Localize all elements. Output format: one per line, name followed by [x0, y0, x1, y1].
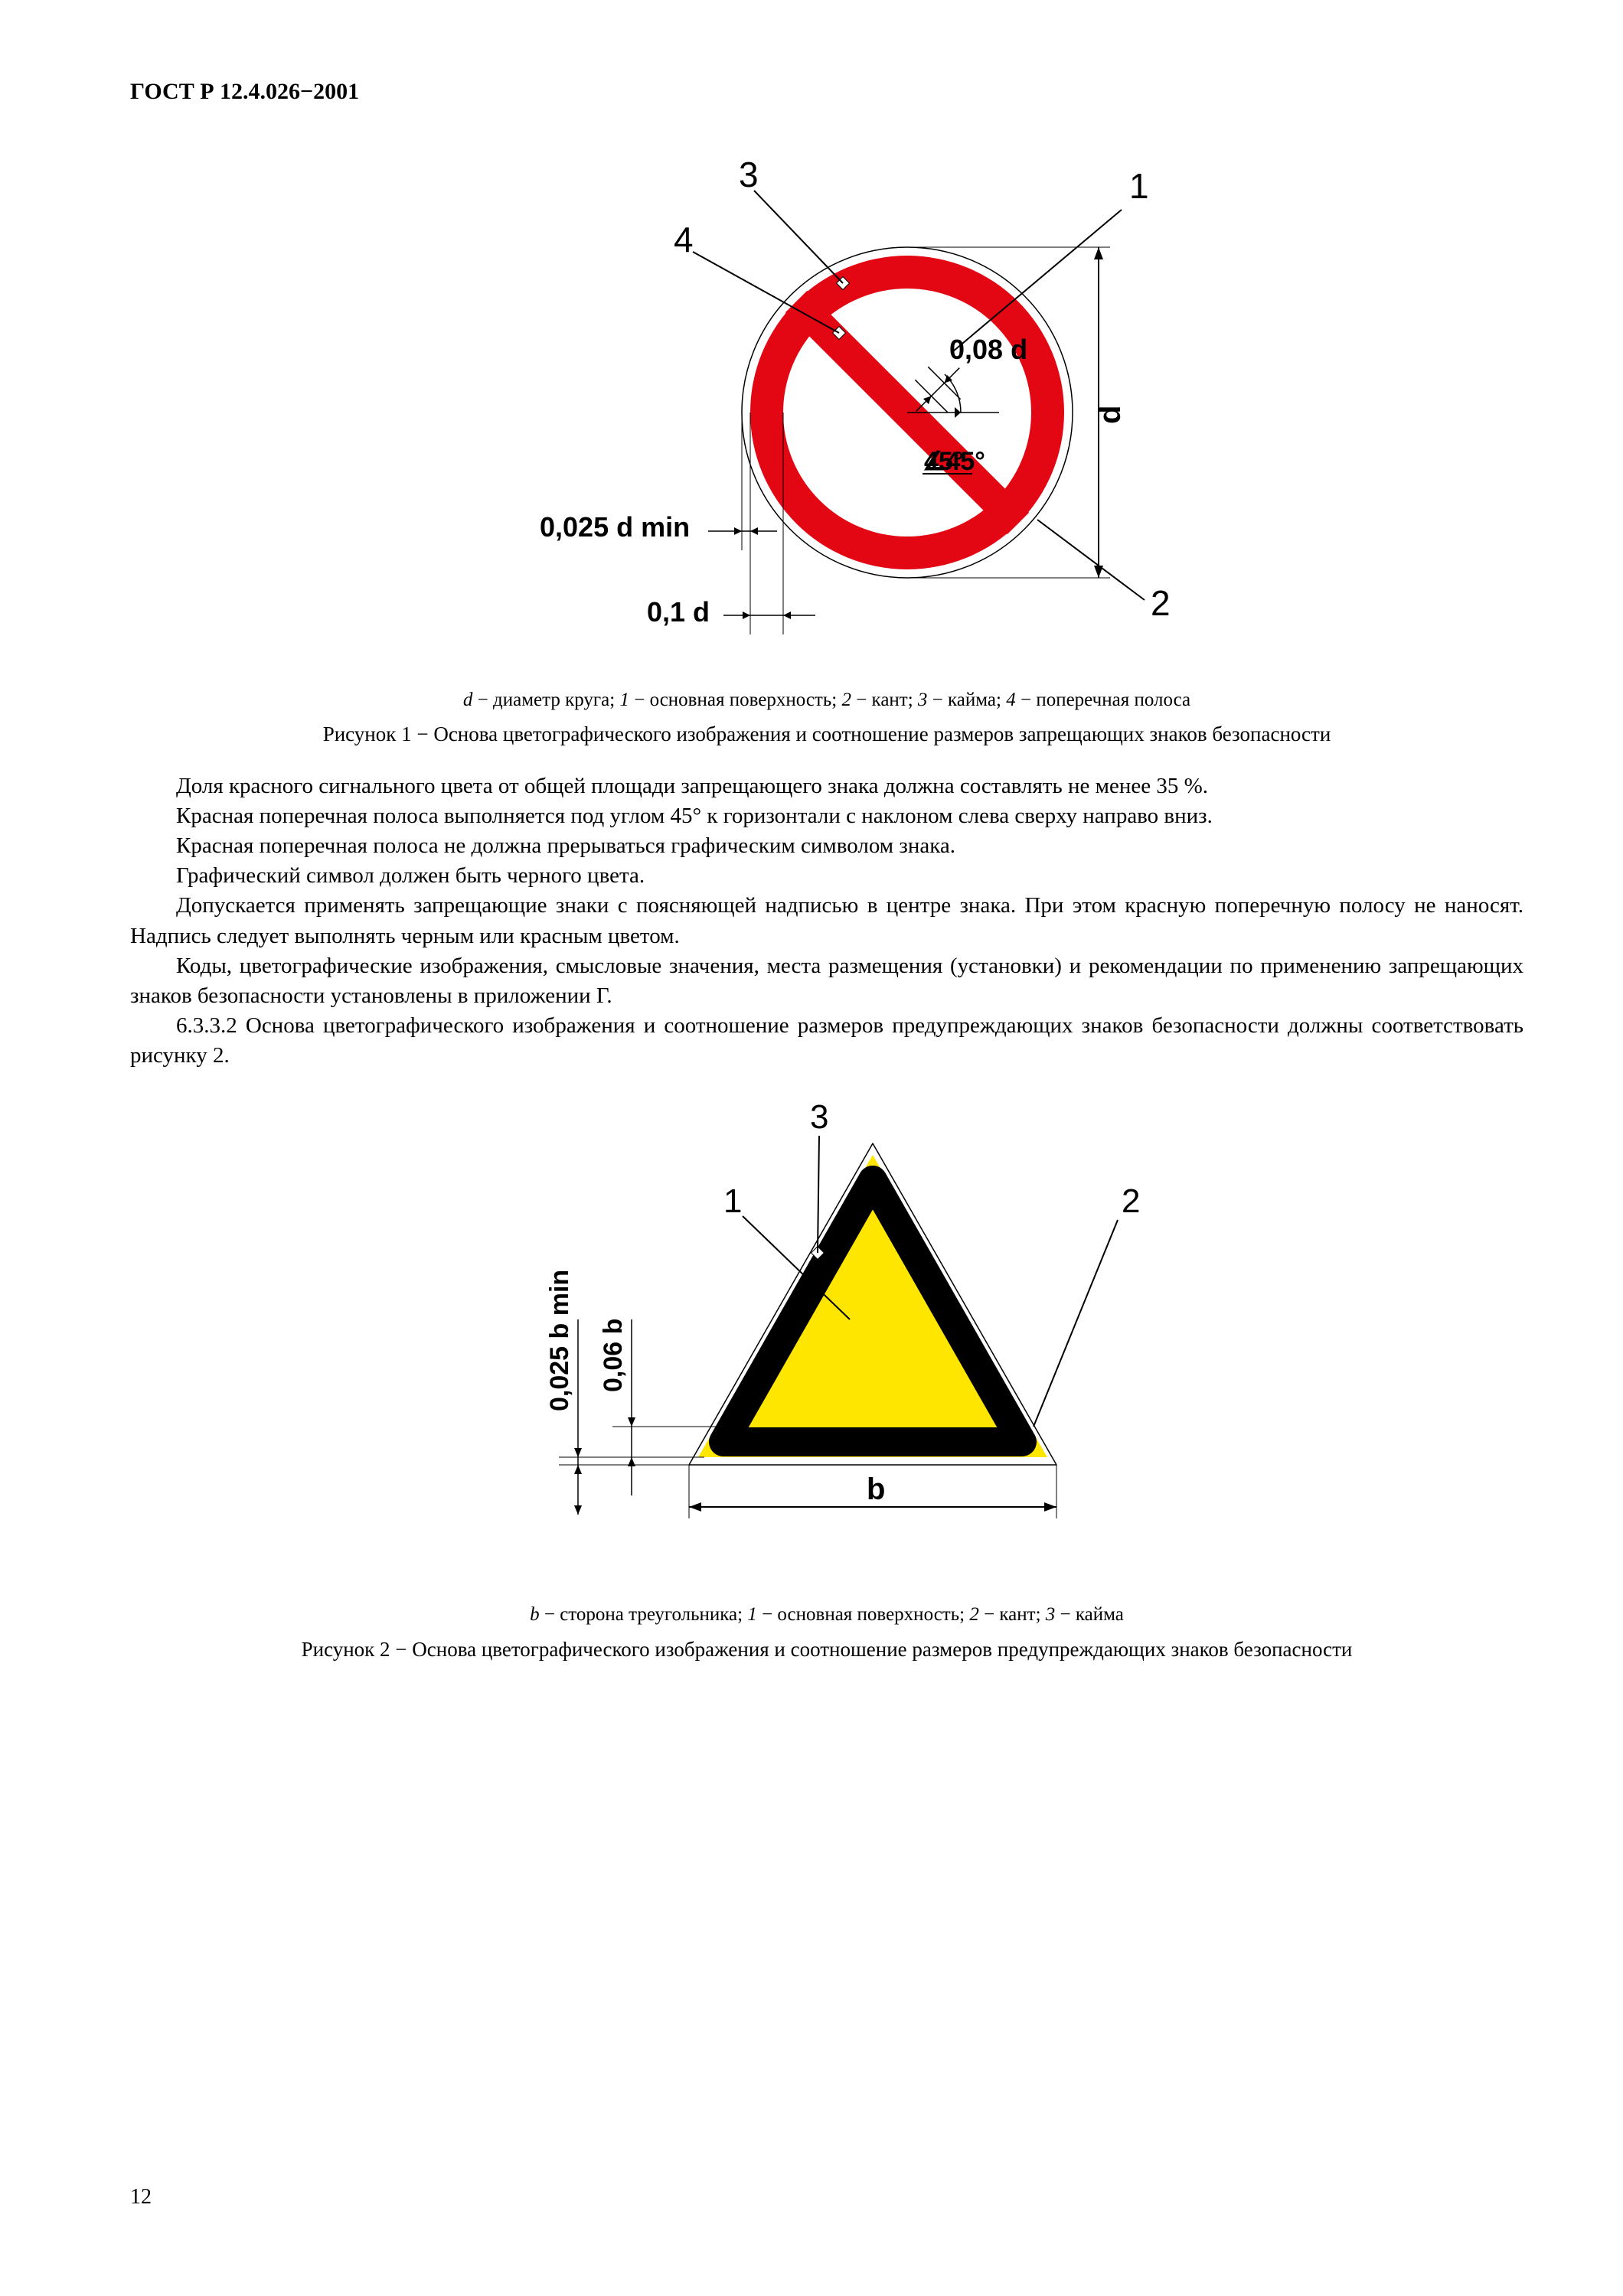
- figure-2-caption: Рисунок 2 − Основа цветографического изо…: [130, 1636, 1523, 1663]
- warning-sign-diagram: 3 1 2 b 0,06 b 0,025 b min: [444, 1090, 1210, 1580]
- dim-band: 0,06 b: [599, 1319, 628, 1392]
- callout-3: 3: [739, 155, 759, 194]
- figure-2-legend: b − сторона треугольника; 1 − основная п…: [130, 1602, 1523, 1628]
- figure-2: 3 1 2 b 0,06 b 0,025 b min: [130, 1090, 1523, 1588]
- dim-ring: 0,1 d: [647, 596, 710, 628]
- angle-label: 45°: [924, 447, 963, 476]
- figure-1: 1 2 3 4 0,08 d ∠45° 45°: [130, 145, 1523, 673]
- figure-1-caption: Рисунок 1 − Основа цветографического изо…: [130, 720, 1523, 748]
- callout-4: 4: [674, 220, 694, 259]
- dim-bar-thickness: 0,08 d: [949, 334, 1027, 365]
- callout-1: 1: [1129, 166, 1149, 206]
- callout-2: 2: [1151, 583, 1171, 623]
- dim-d: d: [1093, 405, 1127, 423]
- para-4: Графический символ должен быть черного ц…: [130, 861, 1523, 891]
- callout-1b: 1: [723, 1182, 742, 1220]
- para-7: 6.3.3.2 Основа цветографического изображ…: [130, 1011, 1523, 1071]
- para-6: Коды, цветографические изображения, смыс…: [130, 951, 1523, 1011]
- body-text: Доля красного сигнального цвета от общей…: [130, 771, 1523, 1071]
- document-header: ГОСТ Р 12.4.026−2001: [130, 77, 1523, 108]
- dim-b: b: [867, 1473, 885, 1506]
- callout-2b: 2: [1122, 1182, 1140, 1220]
- dim-edge-min-b: 0,025 b min: [545, 1270, 574, 1411]
- callout-3b: 3: [810, 1098, 828, 1136]
- para-1: Доля красного сигнального цвета от общей…: [130, 771, 1523, 801]
- para-3: Красная поперечная полоса не должна прер…: [130, 831, 1523, 861]
- page-number: 12: [130, 2183, 152, 2212]
- para-5: Допускается применять запрещающие знаки …: [130, 891, 1523, 951]
- para-2: Красная поперечная полоса выполняется по…: [130, 801, 1523, 831]
- figure-1-legend: d − диаметр круга; 1 − основная поверхно…: [130, 687, 1523, 713]
- dim-edge-min: 0,025 d min: [540, 511, 690, 543]
- prohibition-sign-diagram: 1 2 3 4 0,08 d ∠45° 45°: [387, 145, 1267, 665]
